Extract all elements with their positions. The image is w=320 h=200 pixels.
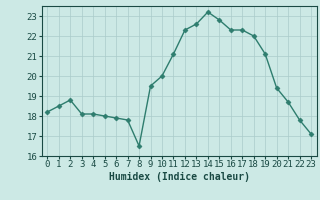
X-axis label: Humidex (Indice chaleur): Humidex (Indice chaleur)	[109, 172, 250, 182]
